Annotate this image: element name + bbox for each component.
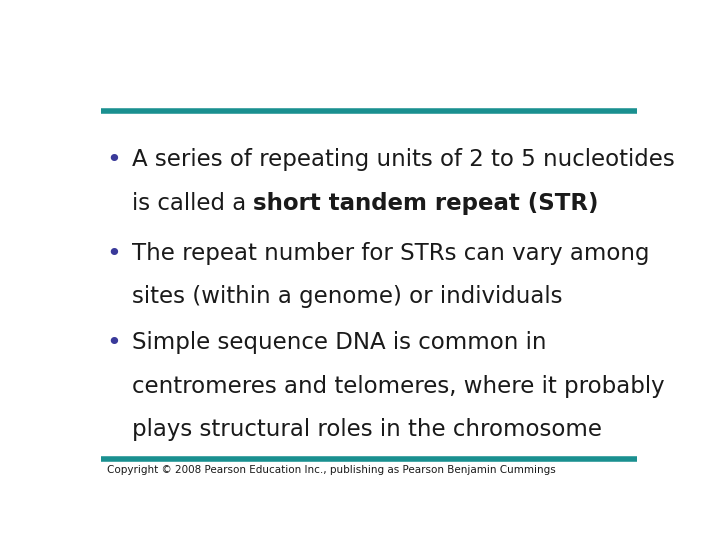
Text: plays structural roles in the chromosome: plays structural roles in the chromosome — [132, 418, 602, 441]
Text: •: • — [107, 241, 122, 266]
Text: centromeres and telomeres, where it probably: centromeres and telomeres, where it prob… — [132, 375, 665, 397]
Text: sites (within a genome) or individuals: sites (within a genome) or individuals — [132, 285, 562, 308]
Text: Copyright © 2008 Pearson Education Inc., publishing as Pearson Benjamin Cummings: Copyright © 2008 Pearson Education Inc.,… — [107, 465, 556, 475]
Text: •: • — [107, 331, 122, 355]
Text: •: • — [107, 148, 122, 172]
Text: is called a: is called a — [132, 192, 253, 214]
Text: short tandem repeat (STR): short tandem repeat (STR) — [253, 192, 599, 214]
Text: A series of repeating units of 2 to 5 nucleotides: A series of repeating units of 2 to 5 nu… — [132, 148, 675, 171]
Text: Simple sequence DNA is common in: Simple sequence DNA is common in — [132, 331, 546, 354]
Text: The repeat number for STRs can vary among: The repeat number for STRs can vary amon… — [132, 241, 649, 265]
